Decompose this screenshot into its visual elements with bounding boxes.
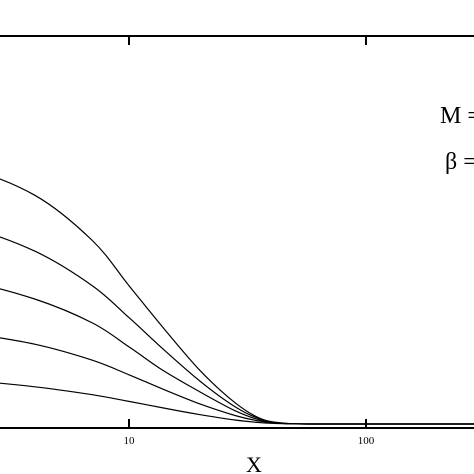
curve-series-2 <box>0 288 474 425</box>
annotation-beta: β = <box>445 149 474 175</box>
x-tick-label-1: 100 <box>358 435 375 447</box>
x-ticks: 10 100 <box>124 36 375 447</box>
curves <box>0 178 474 425</box>
curve-series-3 <box>0 337 474 425</box>
x-tick-label-0: 10 <box>124 435 136 447</box>
annotation-m: M = <box>440 103 474 129</box>
curve-series-0 <box>0 178 474 425</box>
curve-series-4 <box>0 382 474 425</box>
x-axis-label: X <box>246 452 262 474</box>
curve-series-1 <box>0 236 474 425</box>
